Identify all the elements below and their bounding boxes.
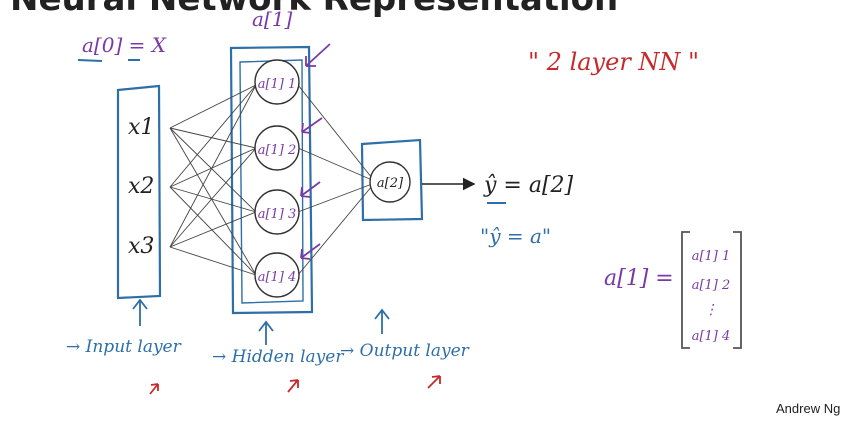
vector-bracket-left [681, 231, 690, 349]
vector-entry-dots: ⋮ [704, 302, 718, 318]
hidden-layer-box [229, 45, 314, 315]
vector-entry-2: a[1] 2 [692, 278, 731, 293]
vector-entry-4: a[1] 4 [692, 329, 731, 344]
input-layer-box [116, 84, 162, 300]
input-x3: x3 [128, 234, 154, 259]
a0-underline [77, 59, 140, 62]
hidden-layer-label: → Hidden layer [212, 347, 344, 367]
vector-bracket-right [733, 231, 742, 349]
yhat-equals-a2: ŷ = a[2] [483, 173, 574, 198]
hidden-unit-3: a[1] 3 [254, 189, 300, 235]
red-marker-arrows [149, 375, 441, 395]
layer-up-arrows [132, 298, 390, 345]
yhat-alias: "ŷ = a" [480, 224, 551, 248]
a1-vector-equation: a[1] = [604, 266, 674, 291]
svg-text:a[1] 2: a[1] 2 [258, 143, 297, 158]
svg-text:a[1] 4: a[1] 4 [258, 270, 297, 285]
hidden-unit-2: a[1] 2 [254, 125, 300, 171]
output-layer-label: → Output layer [340, 341, 470, 361]
input-x1: x1 [128, 115, 154, 140]
author-credit: Andrew Ng [776, 401, 840, 416]
input-to-hidden-edges [169, 84, 257, 276]
output-unit: a[2] [369, 161, 411, 203]
hidden-unit-4: a[1] 4 [254, 252, 300, 298]
a0-equals-x: a[0] = X [82, 33, 167, 57]
vector-entry-1: a[1] 1 [692, 249, 731, 264]
output-layer-box [360, 138, 424, 222]
hidden-to-output-edges [297, 84, 373, 276]
hidden-unit-1: a[1] 1 [254, 59, 300, 105]
svg-text:a[1] 1: a[1] 1 [258, 77, 297, 92]
a1-label: a[1] [252, 7, 292, 31]
input-x2: x2 [128, 174, 154, 199]
two-layer-nn-note: " 2 layer NN " [528, 48, 699, 76]
hidden-unit-pointer-arrows [300, 43, 331, 260]
slide-title: Neural Network Representation [10, 0, 618, 19]
svg-text:a[1] 3: a[1] 3 [258, 207, 297, 222]
svg-text:a[2]: a[2] [377, 176, 404, 191]
input-layer-label: → Input layer [66, 337, 182, 357]
